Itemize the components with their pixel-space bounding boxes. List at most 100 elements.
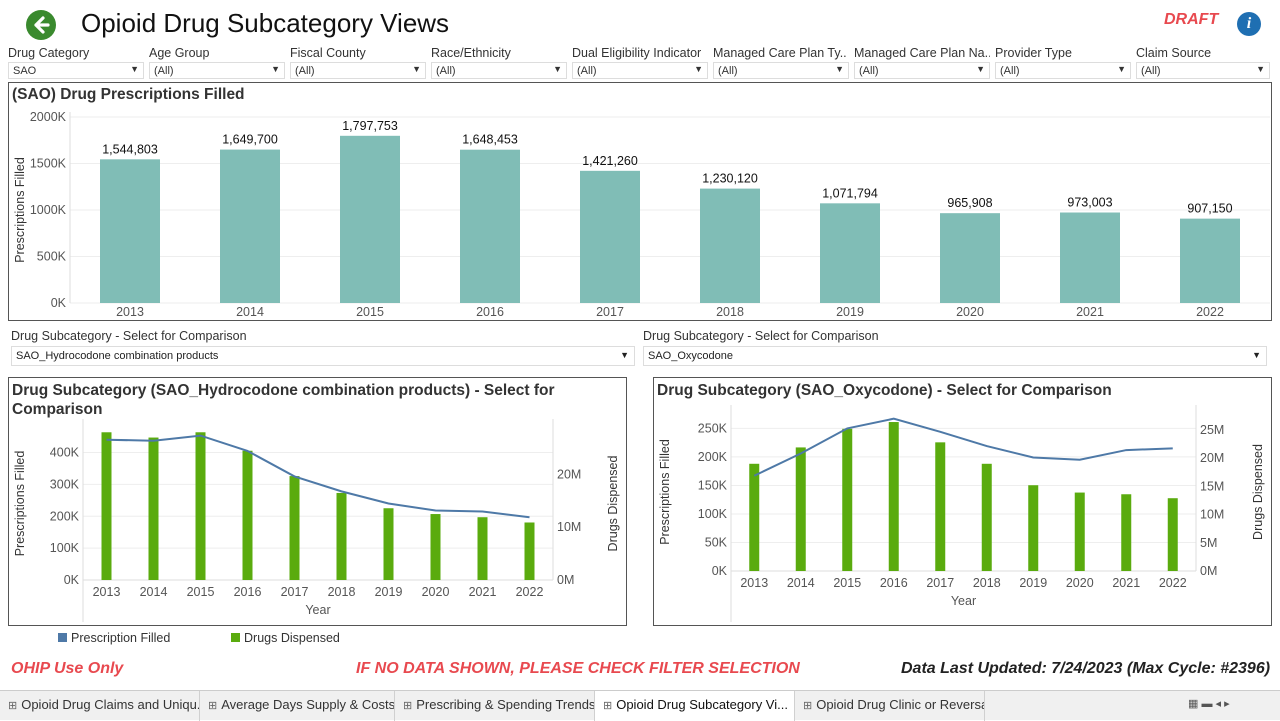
tab-subcategory-views[interactable]: ⊞ Opioid Drug Subcategory Vi... <box>595 691 795 721</box>
bar <box>580 170 640 303</box>
y-axis-title: Prescriptions Filled <box>13 451 27 557</box>
tab-label: Prescribing & Spending Trends <box>416 697 595 712</box>
filter-select[interactable]: (All) ▼ <box>1136 62 1270 79</box>
scroll-left-icon[interactable]: ◂ <box>1215 698 1222 710</box>
y2-tick-label: 10M <box>1200 508 1224 522</box>
data-label: 907,150 <box>1187 202 1232 216</box>
bar <box>940 213 1000 303</box>
legend-swatch <box>231 633 240 642</box>
data-label: 1,649,700 <box>222 133 278 147</box>
scroll-right-icon[interactable]: ▸ <box>1224 698 1230 710</box>
filter-label: Dual Eligibility Indicator <box>572 46 702 60</box>
filter-value: (All) <box>1141 65 1161 77</box>
tab-label: Opioid Drug Claims and Uniqu... <box>21 697 200 712</box>
filter-race-ethnicity: Race/Ethnicity (All) ▼ <box>431 46 567 80</box>
y2-tick-label: 5M <box>1200 536 1217 550</box>
main-bar-chart: 0K 500K 1000K 1500K 2000K Prescriptions Fille… <box>13 110 1270 319</box>
y2-tick-label: 20M <box>557 467 581 481</box>
bar <box>820 203 880 303</box>
data-label: 965,908 <box>947 196 992 210</box>
bar <box>795 447 806 571</box>
x-tick-label: 2020 <box>422 585 450 599</box>
x-tick-label: 2021 <box>1076 305 1104 319</box>
x-tick-label: 2019 <box>1019 576 1047 590</box>
comparison-right-select[interactable]: SAO_Oxycodone ▼ <box>643 346 1267 366</box>
tab-nav-controls[interactable]: ▦ ▬ ◂ ▸ <box>1180 691 1280 721</box>
y-axis-title: Prescriptions Filled <box>13 157 27 263</box>
chevron-down-icon: ▼ <box>1117 64 1126 74</box>
bar <box>524 522 535 580</box>
y-tick-label: 50K <box>705 535 728 549</box>
filter-value: (All) <box>718 65 738 77</box>
filter-select[interactable]: (All) ▼ <box>995 62 1131 79</box>
y2-tick-label: 25M <box>1200 423 1224 437</box>
filter-label: Managed Care Plan Na.. <box>854 46 990 60</box>
x-tick-label: 2013 <box>740 576 768 590</box>
line-series <box>753 417 1173 477</box>
grid-view-icon[interactable]: ▦ <box>1188 698 1199 710</box>
filter-managed-care-name: Managed Care Plan Na.. (All) ▼ <box>854 46 990 80</box>
bar <box>1180 218 1240 303</box>
bar <box>336 492 347 580</box>
y2-axis-title: Drugs Dispensed <box>1251 444 1265 540</box>
bar <box>935 442 946 571</box>
x-tick-label: 2014 <box>140 585 168 599</box>
filter-select[interactable]: (All) ▼ <box>149 62 285 79</box>
bar <box>289 476 300 580</box>
x-tick-label: 2020 <box>1066 576 1094 590</box>
filter-select[interactable]: (All) ▼ <box>431 62 567 79</box>
legend-dispensed[interactable]: Drugs Dispensed <box>231 631 340 645</box>
bar <box>460 149 520 303</box>
data-label: 1,230,120 <box>702 172 758 186</box>
y2-axis-title: Drugs Dispensed <box>606 456 620 552</box>
y-tick-label: 100K <box>50 541 80 555</box>
x-tick-label: 2014 <box>236 305 264 319</box>
tab-opioid-claims[interactable]: ⊞ Opioid Drug Claims and Uniqu... <box>0 691 200 721</box>
data-label: 1,544,803 <box>102 142 158 156</box>
x-tick-label: 2017 <box>596 305 624 319</box>
list-view-icon[interactable]: ▬ <box>1201 698 1213 710</box>
comparison-left-label: Drug Subcategory - Select for Comparison <box>11 329 247 343</box>
x-tick-label: 2017 <box>926 576 954 590</box>
filter-select[interactable]: (All) ▼ <box>290 62 426 79</box>
filter-select[interactable]: SAO ▼ <box>8 62 144 79</box>
chevron-down-icon: ▼ <box>835 64 844 74</box>
x-tick-label: 2017 <box>281 585 309 599</box>
bar <box>195 432 206 580</box>
x-tick-label: 2014 <box>787 576 815 590</box>
arrow-left-icon <box>34 16 50 34</box>
chevron-down-icon: ▼ <box>1256 64 1265 74</box>
y-axis-title: Prescriptions Filled <box>658 439 672 545</box>
x-tick-label: 2015 <box>833 576 861 590</box>
x-tick-label: 2022 <box>1159 576 1187 590</box>
grid-icon: ⊞ <box>8 700 18 712</box>
legend-prescription[interactable]: Prescription Filled <box>58 631 170 645</box>
back-button[interactable] <box>26 10 56 40</box>
filter-select[interactable]: (All) ▼ <box>854 62 990 79</box>
filter-age-group: Age Group (All) ▼ <box>149 46 285 80</box>
y-tick-label: 0K <box>51 296 67 310</box>
comparison-left-select[interactable]: SAO_Hydrocodone combination products ▼ <box>11 346 635 366</box>
tab-prescribing-trends[interactable]: ⊞ Prescribing & Spending Trends <box>395 691 595 721</box>
chevron-down-icon: ▼ <box>271 64 280 74</box>
tab-label: Opioid Drug Subcategory Vi... <box>616 697 788 712</box>
filter-select[interactable]: (All) ▼ <box>713 62 849 79</box>
y-tick-label: 0K <box>712 564 728 578</box>
filter-select[interactable]: (All) ▼ <box>572 62 708 79</box>
tab-days-supply[interactable]: ⊞ Average Days Supply & Costs <box>200 691 395 721</box>
filter-label: Age Group <box>149 46 210 60</box>
x-tick-label: 2016 <box>476 305 504 319</box>
tab-label: Opioid Drug Clinic or Reversal <box>816 697 985 712</box>
bar <box>749 463 760 571</box>
x-tick-label: 2016 <box>880 576 908 590</box>
info-icon[interactable]: i <box>1237 12 1261 36</box>
y-tick-label: 1000K <box>30 203 67 217</box>
tab-clinic-reversal[interactable]: ⊞ Opioid Drug Clinic or Reversal <box>795 691 985 721</box>
bar <box>1167 498 1178 571</box>
y2-tick-label: 0M <box>557 573 574 587</box>
filter-claim-source: Claim Source (All) ▼ <box>1136 46 1270 80</box>
y-tick-label: 400K <box>50 446 80 460</box>
y-tick-label: 100K <box>698 507 728 521</box>
bar <box>1060 212 1120 303</box>
bar <box>1028 485 1039 571</box>
